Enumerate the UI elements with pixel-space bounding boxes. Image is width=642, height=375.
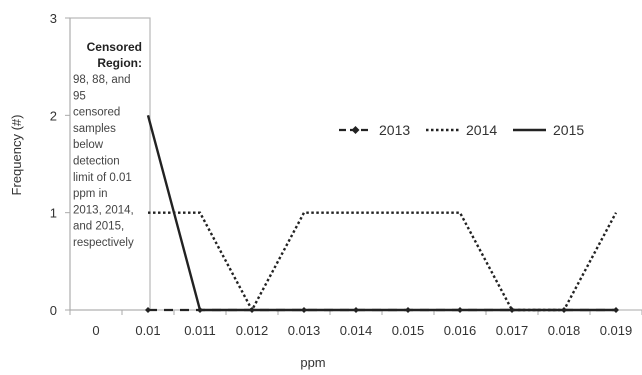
annotation-text-line: limit of 0.01 bbox=[73, 172, 132, 184]
annotation-text-line: censored bbox=[73, 107, 120, 119]
legend-label-2014: 2014 bbox=[466, 122, 497, 138]
annotation-text-line: ppm in bbox=[73, 188, 108, 200]
y-tick-label: 0 bbox=[50, 303, 57, 318]
series-group bbox=[145, 115, 619, 313]
axes bbox=[65, 17, 642, 315]
x-tick-label: 0.015 bbox=[392, 323, 425, 338]
annotation-title-line: Censored bbox=[87, 40, 142, 54]
annotation-text-line: detection bbox=[73, 156, 120, 168]
annotation-text-line: 98, 88, and bbox=[73, 74, 131, 86]
x-tick-label: 0.017 bbox=[496, 323, 529, 338]
annotation-title-line: Region: bbox=[97, 56, 142, 70]
x-tick-label: 0.011 bbox=[184, 323, 216, 338]
legend-marker-2013 bbox=[351, 126, 360, 134]
censored-region-box bbox=[69, 17, 151, 311]
series-line-2015 bbox=[146, 115, 616, 312]
y-tick-label: 3 bbox=[50, 11, 57, 26]
x-tick-label: 0.019 bbox=[600, 323, 633, 338]
annotation-text-line: samples bbox=[73, 123, 116, 135]
annotation-text-line: 95 bbox=[73, 90, 86, 102]
legend-label-2013: 2013 bbox=[379, 122, 410, 138]
tick-labels: 0 0.01 0.011 0.012 0.013 0.014 0.015 0.016 0.017… bbox=[50, 11, 633, 338]
legend: 2013 2014 2015 bbox=[339, 122, 584, 138]
x-axis-label: ppm bbox=[300, 355, 325, 370]
annotation-text-line: and 2015, bbox=[73, 221, 124, 233]
annotation-text-line: 2013, 2014, bbox=[73, 204, 134, 216]
annotation-text-line: below bbox=[73, 139, 104, 151]
y-tick-label: 1 bbox=[50, 206, 57, 221]
annotation-text-line: respectively bbox=[73, 237, 134, 249]
censored-region: Censored Region: 98, 88, and 95 censored samp… bbox=[69, 17, 151, 311]
series-point-2013 bbox=[145, 307, 151, 313]
y-axis-label: Frequency (#) bbox=[9, 115, 24, 196]
x-tick-label: 0.018 bbox=[548, 323, 581, 338]
legend-label-2015: 2015 bbox=[553, 122, 584, 138]
y-tick-label: 2 bbox=[50, 108, 57, 123]
x-tick-label: 0 bbox=[92, 323, 99, 338]
x-tick-label: 0.013 bbox=[288, 323, 321, 338]
x-tick-label: 0.012 bbox=[236, 323, 269, 338]
x-tick-label: 0.014 bbox=[340, 323, 373, 338]
x-tick-label: 0.01 bbox=[135, 323, 160, 338]
series-line-2014 bbox=[148, 211, 618, 313]
x-tick-label: 0.016 bbox=[444, 323, 477, 338]
